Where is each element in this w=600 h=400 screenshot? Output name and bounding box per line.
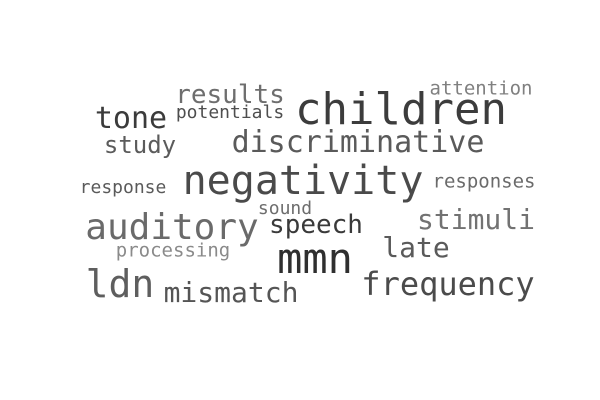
word-ldn: ldn — [85, 262, 155, 306]
word-responses: responses — [432, 170, 536, 193]
word-results: results — [175, 80, 285, 110]
word-speech: speech — [269, 210, 363, 240]
word-mismatch: mismatch — [163, 276, 299, 309]
word-response: response — [79, 177, 167, 198]
word-attention: attention — [429, 77, 533, 100]
word-children: children — [295, 84, 507, 135]
word-frequency: frequency — [361, 265, 535, 303]
word-auditory: auditory — [85, 207, 259, 248]
word-late: late — [382, 231, 450, 264]
word-study: study — [103, 131, 177, 159]
word-potentials: potentials — [175, 102, 285, 123]
word-stimuli: stimuli — [416, 203, 536, 236]
word-tone: tone — [94, 101, 168, 136]
word-sound: sound — [257, 198, 313, 219]
word-negativity: negativity — [182, 158, 424, 204]
word-mmn: mmn — [277, 234, 353, 283]
word-discriminative: discriminative — [231, 125, 485, 160]
word-processing: processing — [115, 239, 231, 262]
